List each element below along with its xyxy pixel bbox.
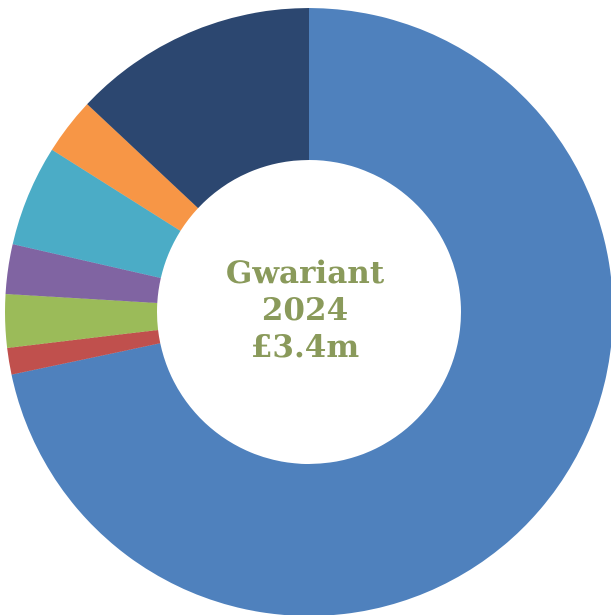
donut-slice-5 [12,149,181,279]
donut-slice-6 [51,104,199,231]
donut-slices [5,8,611,615]
donut-slice-3 [5,293,159,348]
donut-slice-1 [11,8,611,615]
donut-slice-4 [5,244,161,303]
center-label-line-1: Gwariant [225,255,385,291]
donut-slice-7 [87,8,309,209]
center-label: Gwariant 2024 £3.4m [205,255,405,366]
center-label-line-2: 2024 [261,292,349,328]
donut-slice-2 [7,329,161,375]
center-label-line-3: £3.4m [250,329,360,365]
